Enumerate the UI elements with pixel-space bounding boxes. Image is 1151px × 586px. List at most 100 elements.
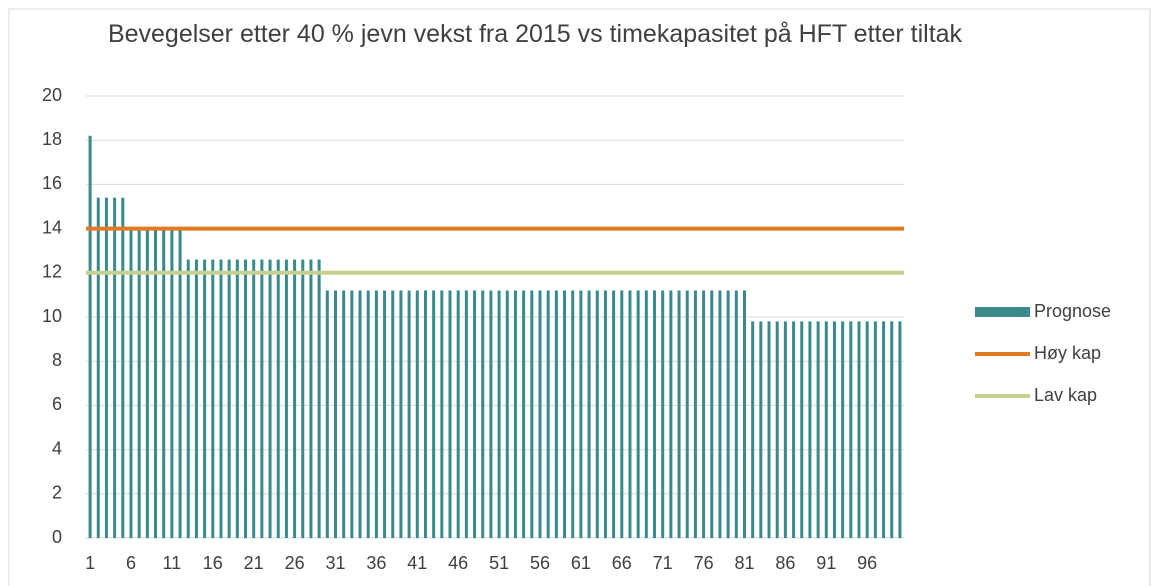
x-tick-label: 31 — [325, 553, 345, 573]
bar — [358, 290, 362, 538]
bar — [783, 321, 787, 538]
bar — [644, 290, 648, 538]
bar — [620, 290, 624, 538]
bar — [612, 290, 616, 538]
bar — [513, 290, 517, 538]
bar — [333, 290, 337, 538]
bar — [121, 197, 125, 538]
bar — [154, 228, 158, 538]
bar — [882, 321, 886, 538]
bar — [481, 290, 485, 538]
x-tick-label: 46 — [448, 553, 468, 573]
bar — [775, 321, 779, 538]
x-tick-label: 11 — [163, 553, 182, 573]
x-tick-label: 76 — [694, 553, 714, 573]
bar — [792, 321, 796, 538]
bar — [309, 259, 313, 538]
x-tick-label: 96 — [857, 553, 877, 573]
x-tick-label: 36 — [366, 553, 386, 573]
legend-label: Prognose — [1034, 301, 1111, 321]
y-tick-label: 4 — [52, 438, 62, 458]
y-tick-label: 18 — [42, 129, 62, 149]
y-tick-label: 12 — [42, 262, 62, 282]
bar — [244, 259, 248, 538]
y-tick-label: 8 — [52, 350, 62, 370]
bar — [702, 290, 706, 538]
bar — [898, 321, 902, 538]
legend-swatch — [975, 307, 1030, 317]
bar — [857, 321, 861, 538]
x-tick-label: 6 — [126, 553, 136, 573]
chart-title: Bevegelser etter 40 % jevn vekst fra 201… — [107, 20, 963, 48]
bar — [726, 290, 730, 538]
bar — [685, 290, 689, 538]
legend-label: Høy kap — [1034, 343, 1101, 363]
y-tick-label: 10 — [42, 306, 62, 326]
bar — [391, 290, 395, 538]
bar — [178, 228, 182, 538]
bar — [628, 290, 632, 538]
bar — [873, 321, 877, 538]
bar — [693, 290, 697, 538]
legend-label: Lav kap — [1034, 385, 1097, 405]
bar — [546, 290, 550, 538]
bar — [88, 135, 92, 538]
bar — [579, 290, 583, 538]
x-tick-label: 21 — [244, 553, 264, 573]
bar — [145, 228, 149, 538]
bar — [530, 290, 534, 538]
bar — [563, 290, 567, 538]
bar — [849, 321, 853, 538]
bar — [808, 321, 812, 538]
bar — [571, 290, 575, 538]
bar — [113, 197, 117, 538]
bar — [734, 290, 738, 538]
bar — [235, 259, 239, 538]
bar — [407, 290, 411, 538]
x-tick-label: 51 — [489, 553, 509, 573]
y-tick-label: 16 — [42, 173, 62, 193]
bar — [603, 290, 607, 538]
bar — [374, 290, 378, 538]
bar — [293, 259, 297, 538]
bar — [423, 290, 427, 538]
bar — [464, 290, 468, 538]
bar — [824, 321, 828, 538]
bar — [260, 259, 264, 538]
bar — [587, 290, 591, 538]
bar — [342, 290, 346, 538]
bar — [456, 290, 460, 538]
bar — [219, 259, 223, 538]
bar — [211, 259, 215, 538]
y-tick-label: 6 — [52, 394, 62, 414]
bar — [710, 290, 714, 538]
x-tick-label: 16 — [203, 553, 223, 573]
x-tick-label: 61 — [571, 553, 591, 573]
bar — [800, 321, 804, 538]
bar — [448, 290, 452, 538]
bar — [325, 290, 329, 538]
bar — [669, 290, 673, 538]
bar — [832, 321, 836, 538]
bar — [505, 290, 509, 538]
bar — [415, 290, 419, 538]
bar — [137, 228, 141, 538]
bar — [816, 321, 820, 538]
bar — [170, 228, 174, 538]
bar — [383, 290, 387, 538]
bar — [653, 290, 657, 538]
bar — [473, 290, 477, 538]
bar — [276, 259, 280, 538]
x-tick-label: 56 — [530, 553, 550, 573]
bar — [301, 259, 305, 538]
bar — [522, 290, 526, 538]
x-tick-label: 66 — [612, 553, 632, 573]
bar — [399, 290, 403, 538]
bar — [759, 321, 763, 538]
bar — [317, 259, 321, 538]
bar — [636, 290, 640, 538]
bar — [677, 290, 681, 538]
y-tick-label: 0 — [52, 527, 62, 547]
bar — [96, 197, 100, 538]
bar — [432, 290, 436, 538]
